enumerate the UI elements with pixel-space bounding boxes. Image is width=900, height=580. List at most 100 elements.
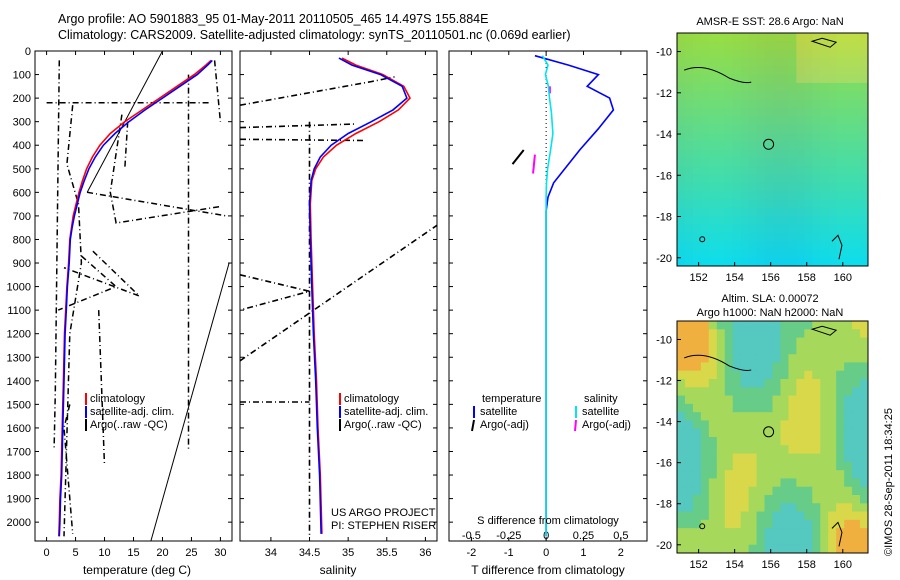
map-cell [716, 354, 726, 363]
map-cell [844, 33, 853, 42]
map-cell [748, 486, 757, 496]
difference-panel: -2 -1 0 1 2-0.5 -0.25 0 0.25 0.5 [448, 50, 648, 559]
map-cell [780, 149, 789, 159]
map-cell [756, 216, 765, 225]
map-cell [812, 420, 821, 430]
map-cell [812, 241, 821, 250]
map-cell [820, 132, 829, 142]
map-cell [828, 132, 837, 142]
map-cell [812, 544, 821, 554]
map-cell [748, 216, 757, 225]
map-cell [732, 182, 742, 192]
map-cell [860, 354, 869, 363]
map-cell [756, 395, 765, 405]
map-cell [764, 337, 773, 347]
map-cell [828, 182, 837, 192]
map-cell [796, 66, 805, 76]
map-cell [828, 354, 837, 363]
map-cell [740, 132, 750, 142]
map-cell [748, 157, 757, 167]
map-cell [748, 249, 757, 259]
map-cell [820, 428, 829, 438]
map-cell [812, 232, 821, 242]
map-cell [756, 224, 765, 234]
map-cell [724, 49, 734, 59]
map-cell [764, 362, 773, 372]
map-cell [732, 132, 742, 142]
map-cell [788, 249, 797, 259]
map-cell [740, 107, 750, 117]
map-cell [740, 33, 750, 42]
series-line-satellite-salinity- [541, 55, 554, 537]
map-cell [748, 453, 757, 463]
legend-climatology: climatology [344, 393, 400, 405]
map-cell [852, 519, 861, 529]
map-cell [724, 495, 734, 504]
map-cell [860, 224, 869, 234]
x-tick-label: 20 [156, 547, 168, 559]
map-cell [764, 503, 773, 512]
map-cell [844, 321, 853, 330]
map-cell [772, 486, 781, 496]
figure-title-line2: Climatology: CARS2009. Satellite-adjuste… [58, 28, 571, 42]
map-cell [732, 412, 742, 421]
map-cell [780, 191, 789, 200]
map-cell [732, 461, 742, 471]
map-cell [724, 486, 734, 496]
map-cell [756, 420, 765, 430]
map-cell [820, 345, 829, 355]
map-cell [700, 437, 710, 446]
map-cell [716, 249, 726, 259]
map-cell [844, 132, 853, 142]
map-cell [836, 362, 845, 372]
map-cell [828, 362, 837, 372]
figure-title-line1: Argo profile: AO 5901883_95 01-May-2011 … [58, 12, 489, 26]
map-cell [692, 74, 702, 84]
map-cell [708, 82, 718, 92]
map-cell [836, 41, 845, 51]
map-cell [844, 107, 853, 117]
map-cell [740, 453, 750, 463]
map-cell [852, 174, 861, 184]
y-tick-label: 1300 [7, 352, 31, 364]
map-cell [844, 362, 853, 372]
map-cell [828, 445, 837, 454]
map-cell [677, 387, 686, 396]
map-cell [716, 124, 726, 134]
y-tick-label: 1900 [7, 494, 31, 506]
map-cell [724, 544, 734, 554]
map-cell [708, 207, 718, 217]
map-cell [828, 486, 837, 496]
map-cell [780, 519, 789, 529]
map-cell [732, 66, 742, 76]
y-tick-label: -20 [656, 540, 672, 552]
map-cell [860, 191, 869, 200]
map-cell [788, 437, 797, 446]
map-cell [748, 257, 757, 267]
map-cell [708, 157, 718, 167]
map-cell [732, 470, 742, 479]
map-cell [828, 345, 837, 355]
map-cell [836, 141, 845, 150]
map-cell [852, 57, 861, 67]
map-cell [740, 470, 750, 479]
map-cell [684, 99, 694, 109]
map-cell [804, 428, 813, 438]
pi-note: PI: STEPHEN RISER [331, 520, 436, 532]
x-tick-label: 35 [342, 547, 354, 559]
map-cell [724, 511, 734, 521]
map-cell [780, 157, 789, 167]
map-cell [820, 544, 829, 554]
map-cell [756, 528, 765, 537]
map-cell [684, 107, 694, 117]
map-cell [772, 66, 781, 76]
map-cell [828, 241, 837, 250]
map-cell [844, 428, 853, 438]
map-cell [700, 461, 710, 471]
map-cell [852, 182, 861, 192]
map-cell [860, 403, 869, 413]
map-cell [764, 257, 773, 267]
map-cell [852, 528, 861, 537]
map-cell [740, 91, 750, 100]
map-cell [716, 232, 726, 242]
